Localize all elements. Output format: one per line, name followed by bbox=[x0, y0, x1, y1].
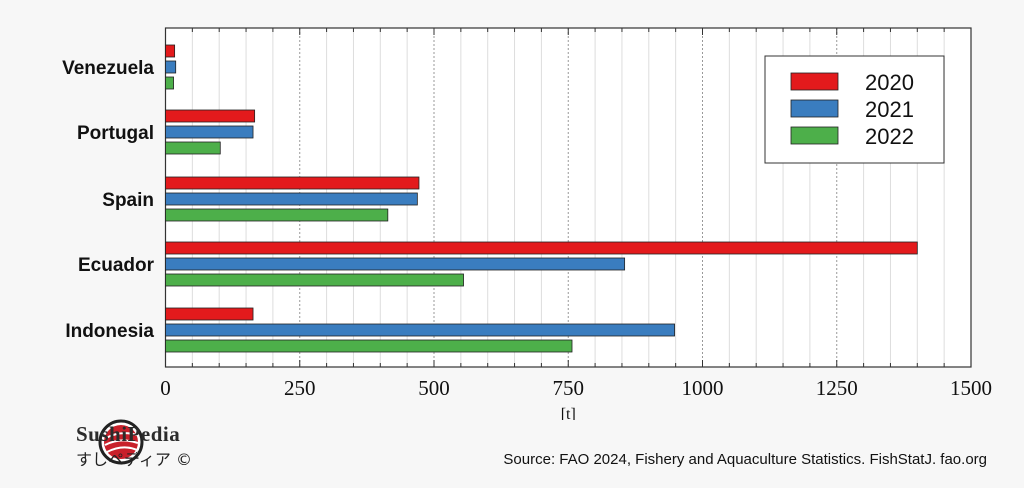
bar-2020-venezuela bbox=[165, 44, 176, 58]
legend-label: 2022 bbox=[865, 124, 914, 149]
x-tick-label: 1500 bbox=[950, 376, 992, 400]
bar-2021-indonesia bbox=[165, 323, 675, 337]
bar-2022-portugal bbox=[165, 141, 221, 155]
brand-name-jp: すしペディア © bbox=[76, 450, 192, 469]
x-tick-label: 750 bbox=[553, 376, 585, 400]
bar-2020-portugal bbox=[165, 109, 256, 123]
bar-2022-ecuador bbox=[165, 273, 464, 287]
bar-2021-venezuela bbox=[165, 60, 177, 74]
sushipedia-logo-icon bbox=[98, 419, 144, 465]
category-label: Spain bbox=[102, 190, 154, 211]
legend-label: 2021 bbox=[865, 97, 914, 122]
legend-swatch bbox=[790, 126, 839, 145]
x-axis-label: [t] bbox=[561, 406, 576, 420]
category-label: Indonesia bbox=[65, 321, 154, 342]
legend-swatch bbox=[790, 72, 839, 91]
bar-2020-indonesia bbox=[165, 307, 254, 321]
bar-2021-portugal bbox=[165, 125, 254, 139]
bar-2022-spain bbox=[165, 208, 389, 222]
x-tick-label: 1250 bbox=[816, 376, 858, 400]
bar-2021-spain bbox=[165, 192, 418, 206]
category-label: Portugal bbox=[77, 123, 154, 144]
x-tick-label: 250 bbox=[284, 376, 316, 400]
bar-2022-indonesia bbox=[165, 339, 573, 353]
category-label: Ecuador bbox=[78, 255, 155, 276]
legend-label: 2020 bbox=[865, 70, 914, 95]
x-tick-label: 0 bbox=[160, 376, 171, 400]
source-note: Source: FAO 2024, Fishery and Aquacultur… bbox=[503, 451, 987, 468]
category-label: Venezuela bbox=[62, 58, 154, 79]
bar-chart: 0 250 500 750 1000 1250 1500 [t] Venezuela Portug… bbox=[62, 27, 992, 420]
x-tick-label: 1000 bbox=[682, 376, 724, 400]
x-tick-label: 500 bbox=[418, 376, 450, 400]
brand-name: SushiPedia bbox=[76, 422, 181, 446]
bar-2020-spain bbox=[165, 176, 420, 190]
bar-2020-ecuador bbox=[165, 241, 918, 255]
legend-swatch bbox=[790, 99, 839, 118]
bar-2021-ecuador bbox=[165, 257, 626, 271]
bar-2022-venezuela bbox=[165, 76, 174, 90]
